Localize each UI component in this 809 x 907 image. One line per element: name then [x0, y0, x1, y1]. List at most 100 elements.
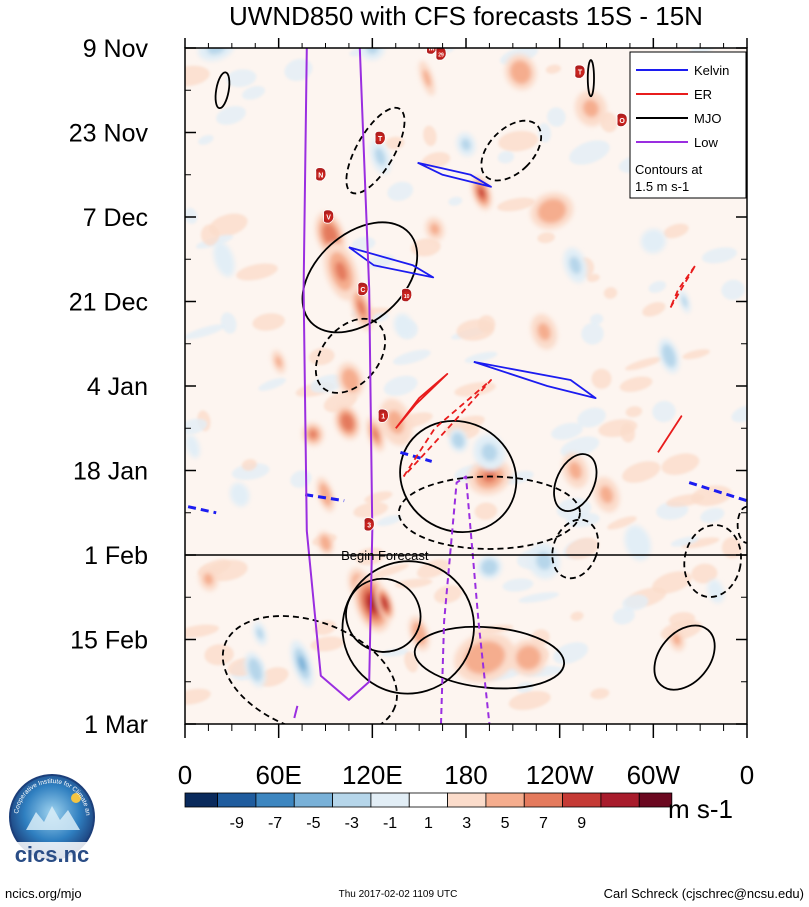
anomaly-blob [478, 188, 485, 198]
noise-cell [553, 642, 588, 664]
noise-cell [314, 620, 336, 636]
storm-label: M [429, 46, 435, 53]
noise-cell [353, 502, 389, 518]
colorbar-tick-label: 3 [462, 815, 471, 832]
footer-url[interactable]: ncics.org/mjo [5, 886, 82, 901]
storm-marker: O [616, 112, 628, 127]
noise-cell [652, 400, 676, 423]
noise-cell [448, 196, 463, 206]
anomaly-blob [229, 482, 250, 507]
noise-cell [185, 624, 219, 638]
noise-cell [661, 453, 700, 475]
colorbar-cell [485, 792, 525, 808]
legend-note-line2: 1.5 m s-1 [635, 179, 689, 194]
storm-label: 1 [381, 414, 385, 421]
noise-cell [700, 507, 725, 523]
y-tick-label: 23 Nov [69, 120, 149, 148]
noise-cell [591, 368, 612, 389]
storm-core [358, 285, 368, 294]
storm-markers: M29 T O T N V C 10 1 3 [315, 46, 628, 532]
anomaly-blob [203, 573, 214, 586]
noise-cell [355, 547, 385, 566]
colorbar-cell [638, 792, 673, 808]
noise-cell [622, 594, 649, 611]
anomaly-blob [357, 299, 366, 316]
noise-cell [670, 536, 700, 547]
noise-cell [518, 592, 559, 603]
storm-marker: 1 [377, 408, 389, 423]
anomaly-blob [374, 147, 386, 166]
anomaly-blob [640, 229, 666, 254]
x-tick-label: 0 [740, 760, 754, 790]
noise-cell [185, 207, 198, 224]
noise-cell [570, 611, 584, 621]
colorbar-cell [370, 792, 410, 808]
noise-cell [603, 287, 618, 299]
colorbar-cell [408, 792, 448, 808]
anomaly-blob [672, 633, 681, 646]
noise-cell [590, 313, 604, 325]
er-contour [657, 415, 683, 453]
anomaly-blob [599, 485, 614, 504]
er-contour [395, 373, 449, 429]
noise-cell [607, 516, 637, 530]
colorbar-tick-label: 9 [577, 815, 586, 832]
anomaly-blob [515, 645, 541, 670]
noise-cell [198, 135, 214, 145]
logo-sun-icon [71, 793, 81, 803]
colorbar-tick-label: -3 [345, 815, 359, 832]
storm-core [365, 520, 374, 530]
y-tick-label: 1 Feb [84, 542, 148, 570]
noise-cell [721, 279, 745, 300]
colorbar-tick-label: -9 [230, 815, 244, 832]
noise-cell [231, 463, 270, 480]
noise-cell [236, 263, 278, 281]
noise-cell [581, 323, 604, 345]
noise-cell [577, 407, 606, 428]
storm-marker: M [426, 46, 438, 55]
noise-cell [207, 559, 248, 582]
noise-cell [252, 313, 285, 331]
anomaly-blob [464, 641, 506, 675]
x-tick-label: 60W [627, 760, 681, 790]
y-tick-label: 18 Jan [73, 458, 148, 486]
anomaly-blob [248, 658, 263, 682]
noise-cell [551, 422, 583, 440]
mjo-contour-dashed [397, 475, 581, 550]
storm-marker: N [315, 167, 327, 182]
noise-cell [619, 376, 653, 392]
noise-cell [385, 136, 405, 150]
anomaly-blob [381, 596, 389, 611]
noise-cell [690, 48, 715, 54]
anomaly-blob [451, 432, 465, 449]
noise-cell [423, 125, 437, 146]
y-tick-label: 9 Nov [83, 35, 149, 63]
anomaly-blob [422, 69, 432, 87]
anomaly-blob [481, 443, 498, 462]
noise-cell [472, 624, 514, 635]
anomaly-blob [319, 535, 332, 551]
noise-cell [284, 58, 313, 81]
noise-cell [537, 232, 555, 244]
colorbar-cell [523, 792, 563, 808]
storm-core [316, 170, 326, 179]
noise-cell [545, 64, 561, 74]
forecast-start-label: Begin Forecast [341, 548, 429, 563]
noise-cell [368, 563, 409, 579]
noise-cell [502, 578, 534, 592]
colorbar-cell [562, 792, 602, 808]
noise-cell [387, 181, 414, 201]
x-tick-label: 60E [256, 760, 302, 790]
anomaly-blob [537, 198, 567, 224]
wave-contours [187, 48, 747, 724]
noise-cell [242, 86, 265, 100]
logo-landmass [26, 806, 80, 830]
storm-label: T [378, 136, 383, 143]
storm-core [427, 48, 436, 53]
colorbar-cell [293, 792, 333, 808]
anomaly-blob [387, 410, 405, 434]
noise-cell [310, 374, 345, 393]
noise-cell [381, 648, 409, 657]
storm-label: V [326, 215, 331, 222]
mjo-contour [653, 624, 716, 691]
